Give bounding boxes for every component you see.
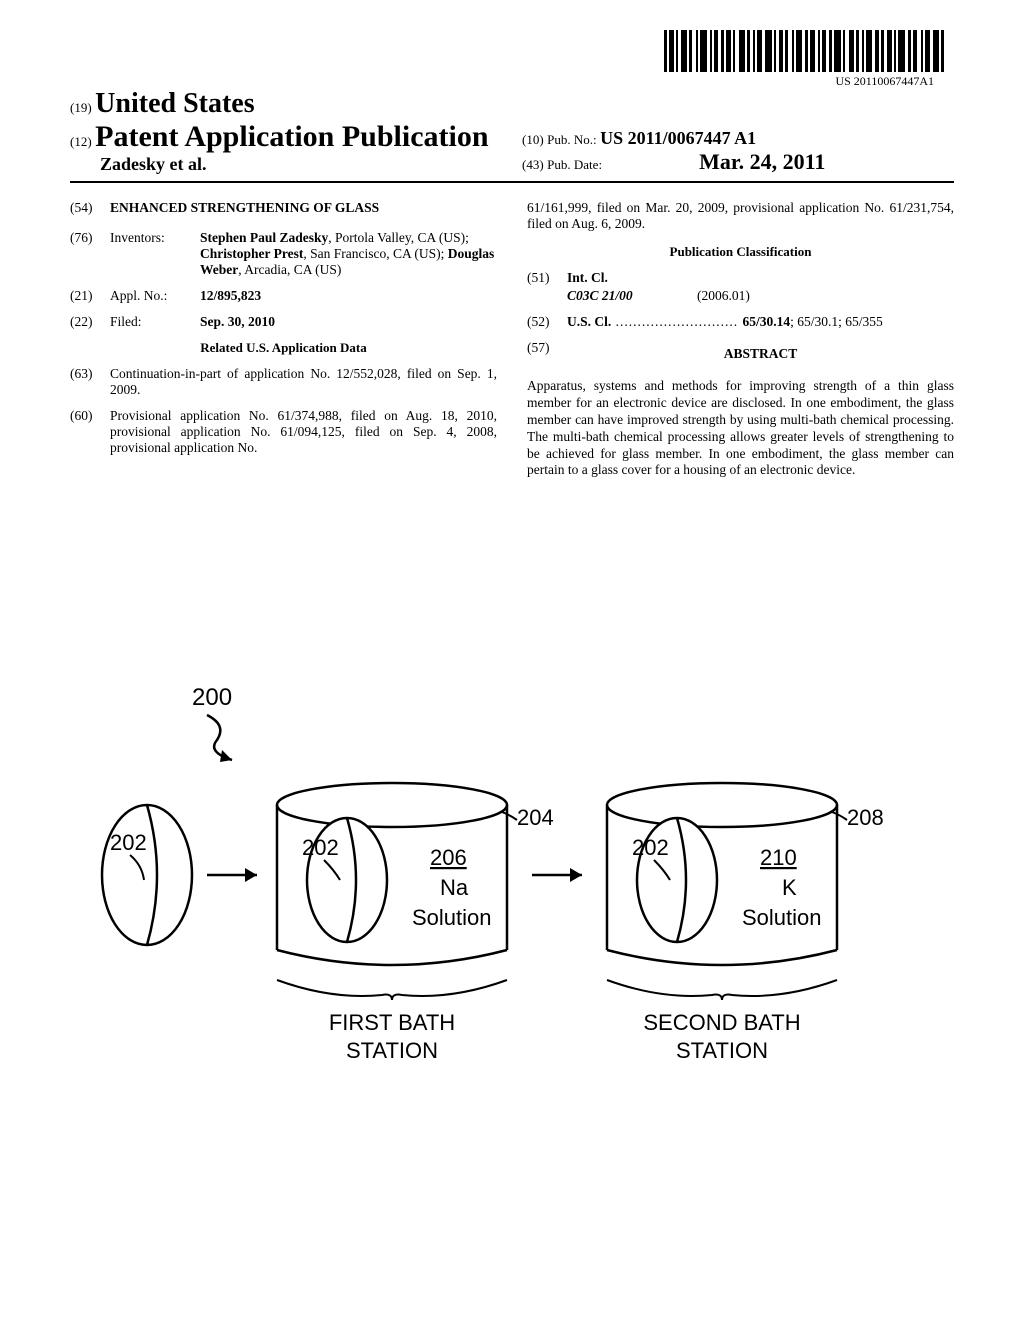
- uscl-label: U.S. Cl.: [567, 314, 611, 329]
- intcl-year: (2006.01): [697, 288, 750, 304]
- code-12: (12): [70, 134, 92, 149]
- field-76-num: (76): [70, 230, 110, 278]
- inventors-label: Inventors:: [110, 230, 200, 278]
- applno-label: Appl. No.:: [110, 288, 200, 304]
- arrow-1-head: [245, 868, 257, 882]
- ref-208: 208: [847, 805, 884, 830]
- field-51-num: (51): [527, 270, 567, 286]
- intcl-code: C03C 21/00: [567, 288, 697, 304]
- caption-first-bath-1: FIRST BATH: [329, 1010, 455, 1035]
- barcode-block: US 20110067447A1: [664, 30, 944, 89]
- field-63-text: Continuation-in-part of application No. …: [110, 366, 497, 398]
- country-name: United States: [95, 88, 254, 119]
- barcode-text: US 20110067447A1: [664, 74, 944, 89]
- continuation-text: 61/161,999, filed on Mar. 20, 2009, prov…: [527, 200, 954, 232]
- inventor-1-loc: , Portola Valley, CA (US);: [328, 230, 469, 245]
- ref-200-arrowhead: [220, 750, 232, 762]
- barcode-graphic: [664, 30, 944, 72]
- left-column: (54) ENHANCED STRENGTHENING OF GLASS (76…: [70, 200, 497, 479]
- ref-202-a: 202: [110, 830, 147, 855]
- uscl-line: U.S. Cl. ............................ 65…: [567, 314, 883, 330]
- filed-label: Filed:: [110, 314, 200, 330]
- code-10: (10): [522, 132, 544, 147]
- field-60-text: Provisional application No. 61/374,988, …: [110, 408, 497, 456]
- ref-206: 206: [430, 845, 467, 870]
- ref-210: 210: [760, 845, 797, 870]
- second-bath-container: [607, 783, 837, 965]
- ref-202-b: 202: [302, 835, 339, 860]
- figure-svg: 200 202 204 202 206 Na Solution: [70, 680, 954, 1100]
- field-60-num: (60): [70, 408, 110, 456]
- applno-value: 12/895,823: [200, 288, 261, 304]
- pubno-label: Pub. No.:: [547, 132, 596, 147]
- ref-200-arrow-line: [207, 715, 232, 760]
- authors-surname: Zadesky et al.: [100, 154, 207, 174]
- abstract-text: Apparatus, systems and methods for impro…: [527, 378, 954, 479]
- uscl-dots: ............................: [611, 314, 742, 329]
- related-data-title: Related U.S. Application Data: [70, 340, 497, 356]
- field-54-num: (54): [70, 200, 110, 216]
- code-43: (43): [522, 157, 544, 172]
- publication-header: (19) United States (12) Patent Applicati…: [70, 88, 954, 183]
- inventor-1-name: Stephen Paul Zadesky: [200, 230, 328, 245]
- field-22-num: (22): [70, 314, 110, 330]
- brace-1: [277, 980, 507, 1000]
- solution-k-2: Solution: [742, 905, 822, 930]
- field-63-num: (63): [70, 366, 110, 398]
- pubno-value: US 2011/0067447 A1: [600, 128, 756, 148]
- pub-classification-title: Publication Classification: [527, 244, 954, 260]
- header-right: (10) Pub. No.: US 2011/0067447 A1 (43) P…: [502, 88, 954, 175]
- solution-na-2: Solution: [412, 905, 492, 930]
- ref-200: 200: [192, 684, 232, 711]
- ref-204-leader: [502, 812, 517, 820]
- patent-figure: 200 202 204 202 206 Na Solution: [70, 680, 954, 1100]
- ref-202-c: 202: [632, 835, 669, 860]
- abstract-heading: ABSTRACT: [567, 346, 954, 362]
- uscl-value: 65/30.14; 65/30.1; 65/355: [743, 314, 883, 329]
- publication-type: Patent Application Publication: [95, 120, 488, 153]
- caption-second-bath-2: STATION: [676, 1038, 768, 1063]
- solution-k: K: [782, 875, 797, 900]
- pubdate-value: Mar. 24, 2011: [699, 149, 825, 174]
- brace-2: [607, 980, 837, 1000]
- intcl-label: Int. Cl.: [567, 270, 608, 286]
- solution-na: Na: [440, 875, 469, 900]
- caption-first-bath-2: STATION: [346, 1038, 438, 1063]
- first-bath-container: [277, 783, 507, 965]
- inventors-list: Stephen Paul Zadesky, Portola Valley, CA…: [200, 230, 497, 278]
- arrow-2-head: [570, 868, 582, 882]
- field-57-num: (57): [527, 340, 567, 368]
- inventor-2-loc: , San Francisco, CA (US);: [303, 246, 447, 261]
- glass-piece-1: [102, 805, 192, 945]
- ref-204: 204: [517, 805, 554, 830]
- inventor-3-loc: , Arcadia, CA (US): [238, 262, 341, 277]
- filed-value: Sep. 30, 2010: [200, 314, 275, 330]
- right-column: 61/161,999, filed on Mar. 20, 2009, prov…: [527, 200, 954, 479]
- code-19: (19): [70, 100, 92, 115]
- bibliographic-body: (54) ENHANCED STRENGTHENING OF GLASS (76…: [70, 200, 954, 479]
- field-21-num: (21): [70, 288, 110, 304]
- field-52-num: (52): [527, 314, 567, 330]
- caption-second-bath-1: SECOND BATH: [643, 1010, 800, 1035]
- header-left: (19) United States (12) Patent Applicati…: [70, 88, 502, 175]
- invention-title: ENHANCED STRENGTHENING OF GLASS: [110, 200, 379, 216]
- ref-208-leader: [832, 812, 847, 820]
- inventor-2-name: Christopher Prest: [200, 246, 303, 261]
- pubdate-label: Pub. Date:: [547, 157, 602, 172]
